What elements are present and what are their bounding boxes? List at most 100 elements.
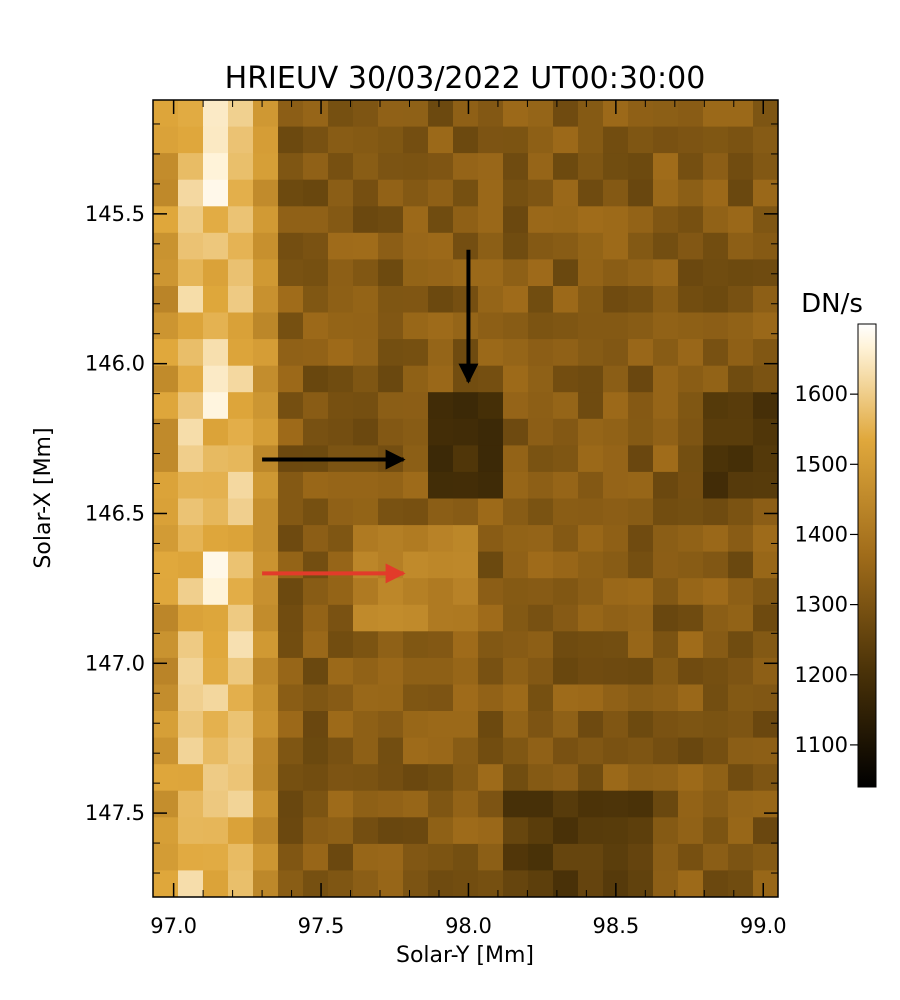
image-pixel [153, 312, 179, 340]
image-pixel [578, 604, 604, 632]
image-pixel [478, 604, 504, 632]
image-pixel [378, 100, 404, 128]
image-pixel [153, 578, 179, 606]
image-pixel [253, 498, 279, 526]
image-pixel [178, 604, 204, 632]
image-pixel [503, 657, 529, 686]
image-pixel [153, 551, 179, 579]
image-pixel [453, 790, 479, 818]
image-pixel [178, 445, 204, 473]
image-pixel [503, 525, 529, 553]
image-pixel [178, 870, 204, 897]
image-pixel [653, 737, 679, 765]
image-pixel [203, 817, 229, 845]
image-pixel [728, 445, 754, 473]
image-pixel [503, 471, 529, 500]
image-pixel [278, 657, 304, 686]
image-pixel [203, 657, 229, 686]
image-pixel [703, 286, 729, 314]
image-pixel [578, 578, 604, 606]
image-pixel [253, 179, 279, 207]
image-pixel [178, 551, 204, 579]
image-pixel [603, 578, 629, 606]
image-pixel [303, 365, 329, 393]
image-pixel [503, 179, 529, 207]
image-pixel [728, 525, 754, 553]
image-pixel [203, 392, 229, 420]
x-tick-label: 97.5 [298, 914, 345, 938]
image-pixel [528, 392, 554, 420]
image-pixel [553, 471, 579, 500]
image-pixel [553, 392, 579, 420]
image-pixel [178, 206, 204, 234]
image-pixel [328, 206, 354, 234]
image-pixel [503, 737, 529, 765]
image-pixel [528, 843, 554, 872]
image-pixel [328, 843, 354, 872]
image-pixel [628, 365, 654, 393]
image-pixel [353, 790, 379, 818]
image-pixel [153, 232, 179, 260]
x-axis-label: Solar-Y [Mm] [396, 943, 534, 968]
image-pixel [478, 631, 504, 659]
image-pixel [528, 126, 554, 154]
image-pixel [453, 684, 479, 712]
image-pixel [528, 365, 554, 393]
image-pixel [353, 259, 379, 287]
image-pixel [653, 259, 679, 287]
image-pixel [178, 471, 204, 500]
image-pixel [303, 232, 329, 260]
image-pixel [353, 471, 379, 500]
image-pixel [753, 843, 778, 872]
image-pixel [628, 392, 654, 420]
image-pixel [178, 817, 204, 845]
image-pixel [578, 684, 604, 712]
image-pixel [228, 286, 254, 314]
image-pixel [628, 232, 654, 260]
image-pixel [578, 657, 604, 686]
image-pixel [253, 657, 279, 686]
image-pixel [178, 100, 204, 128]
image-pixel [253, 604, 279, 632]
image-pixel [728, 418, 754, 446]
image-pixel [678, 126, 704, 154]
image-pixel [653, 604, 679, 632]
image-pixel [553, 179, 579, 207]
image-pixel [528, 153, 554, 181]
image-pixel [428, 365, 454, 393]
image-pixel [728, 126, 754, 154]
image-pixel [278, 100, 304, 128]
image-pixel [678, 206, 704, 234]
image-pixel [253, 286, 279, 314]
image-pixel [403, 312, 429, 340]
colorbar-tick-label: 1200 [795, 663, 848, 687]
euv-pixel-grid [153, 100, 778, 897]
euv-image [153, 100, 778, 897]
image-pixel [178, 286, 204, 314]
image-pixel [278, 206, 304, 234]
image-pixel [478, 711, 504, 739]
image-pixel [278, 418, 304, 446]
image-pixel [228, 498, 254, 526]
image-pixel [503, 870, 529, 897]
image-pixel [578, 790, 604, 818]
image-pixel [478, 312, 504, 340]
image-pixel [428, 179, 454, 207]
image-pixel [478, 206, 504, 234]
image-pixel [553, 232, 579, 260]
image-pixel [628, 525, 654, 553]
image-pixel [403, 551, 429, 579]
image-pixel [678, 392, 704, 420]
image-pixel [253, 843, 279, 872]
image-pixel [653, 339, 679, 367]
image-pixel [603, 764, 629, 792]
image-pixel [628, 100, 654, 128]
image-pixel [353, 870, 379, 897]
image-pixel [628, 790, 654, 818]
image-pixel [628, 286, 654, 314]
image-pixel [153, 153, 179, 181]
image-pixel [153, 817, 179, 845]
image-pixel [653, 418, 679, 446]
image-pixel [503, 631, 529, 659]
image-pixel [303, 525, 329, 553]
